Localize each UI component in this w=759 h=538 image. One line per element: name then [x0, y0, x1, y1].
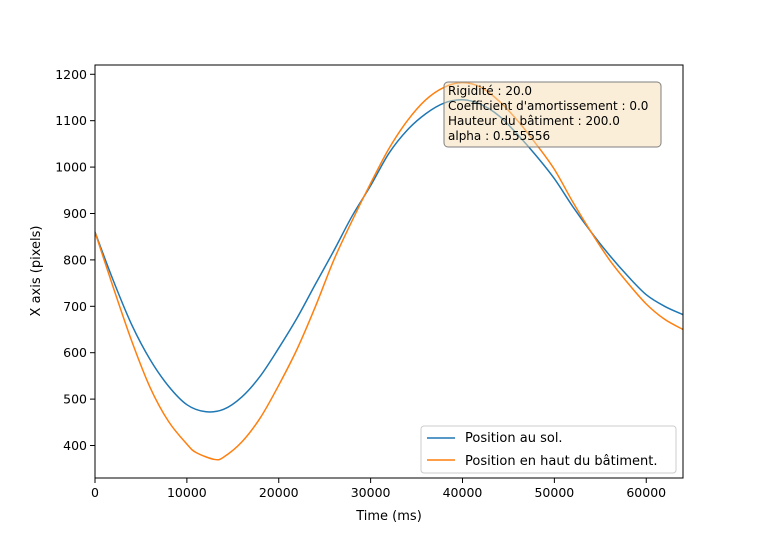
y-tick-label: 800	[63, 252, 87, 267]
info-box: Rigidité : 20.0 Coefficient d'amortissem…	[443, 81, 662, 148]
y-tick-label: 900	[63, 206, 87, 221]
y-tick-label: 1100	[55, 113, 87, 128]
info-building-height: Hauteur du bâtiment : 200.0	[448, 114, 620, 128]
legend-label-ground: Position au sol.	[465, 431, 563, 446]
y-tick-label: 400	[63, 438, 87, 453]
legend-label-top: Position en haut du bâtiment.	[465, 454, 657, 469]
info-rigidity: Rigidité : 20.0	[448, 84, 532, 98]
x-tick-label: 60000	[626, 485, 666, 500]
y-tick-label: 600	[63, 345, 87, 360]
series-line-top	[95, 81, 683, 461]
y-tick-label: 500	[63, 392, 87, 407]
legend: Position au sol. Position en haut du bât…	[420, 425, 677, 474]
y-tick-label: 1200	[55, 67, 87, 82]
info-damping: Coefficient d'amortissement : 0.0	[448, 99, 648, 113]
legend-frame	[420, 425, 677, 474]
x-tick-label: 20000	[259, 485, 299, 500]
x-axis: 0 10000 20000 30000 40000 50000 60000	[91, 478, 666, 500]
x-tick-label: 30000	[351, 485, 391, 500]
x-tick-label: 10000	[167, 485, 207, 500]
y-axis: 400 500 600 700 800 900 1000 1100 1200	[55, 67, 95, 453]
info-box-frame	[443, 81, 662, 148]
x-tick-label: 0	[91, 485, 99, 500]
info-alpha: alpha : 0.555556	[448, 129, 550, 143]
y-axis-label: X axis (pixels)	[29, 226, 44, 317]
x-tick-label: 50000	[534, 485, 574, 500]
axes-frame	[94, 64, 684, 479]
x-axis-label: Time (ms)	[355, 509, 422, 524]
y-tick-label: 1000	[55, 160, 87, 175]
series-layer	[95, 81, 683, 461]
x-tick-label: 40000	[443, 485, 483, 500]
y-tick-label: 700	[63, 299, 87, 314]
